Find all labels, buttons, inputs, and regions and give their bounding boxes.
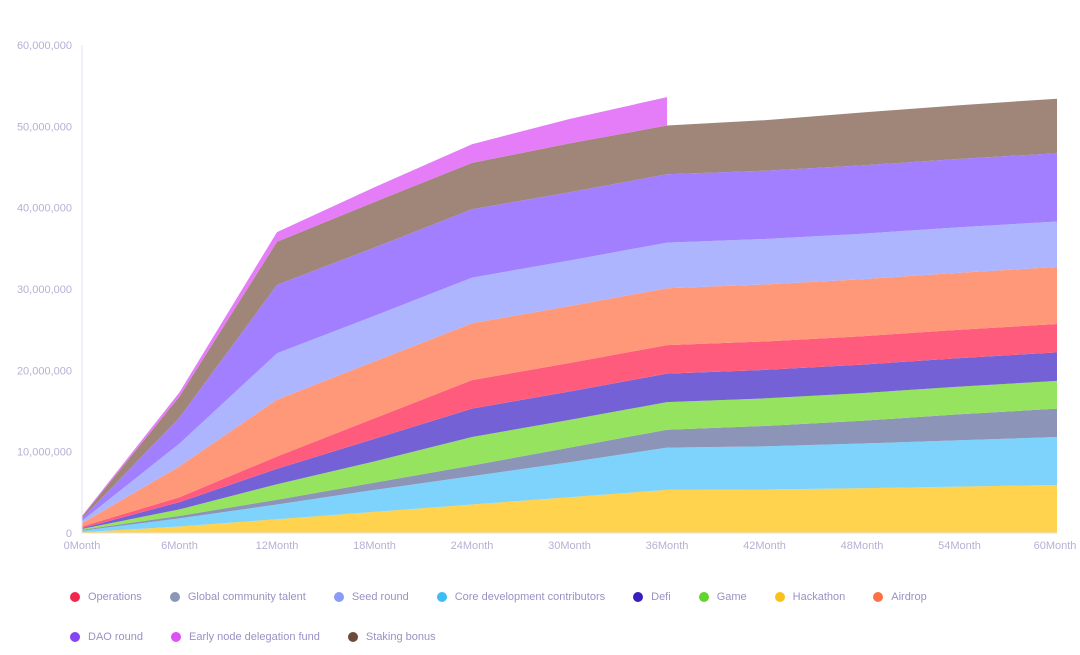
legend-label: Early node delegation fund: [189, 631, 320, 643]
x-tick-label: 30Month: [548, 540, 591, 552]
legend-item-seed-round[interactable]: Seed round: [333, 588, 409, 606]
legend-label: DAO round: [88, 631, 144, 643]
area-hackathon: [82, 485, 1057, 533]
area-series-group: [82, 97, 1057, 533]
chart-legend: Operations Global community talent Seed ro…: [70, 588, 1030, 646]
legend-swatch-icon: [774, 592, 785, 602]
area-operations: [82, 324, 1057, 529]
area-dao-round: [82, 153, 1057, 521]
legend-label: Hackathon: [792, 591, 846, 603]
legend-item-game[interactable]: Game: [698, 588, 747, 606]
x-tick-label: 42Month: [743, 540, 786, 552]
area-core-development-contributors: [82, 437, 1057, 533]
legend-item-core-development-contributors[interactable]: Core development contributors: [436, 588, 606, 606]
legend-item-defi[interactable]: Defi: [633, 588, 671, 606]
legend-label: Airdrop: [891, 591, 927, 603]
legend-label: Global community talent: [187, 591, 306, 603]
legend-item-staking-bonus[interactable]: Staking bonus: [347, 628, 436, 646]
legend-label: Seed round: [351, 591, 409, 603]
x-tick-label: 24Month: [451, 540, 494, 552]
legend-item-early-node-delegation-fund[interactable]: Early node delegation fund: [171, 628, 320, 646]
x-tick-label: 36Month: [646, 540, 689, 552]
y-tick-label: 40,000,000: [17, 203, 72, 215]
x-tick-label: 60Month: [1034, 540, 1077, 552]
y-tick-label: 30,000,000: [17, 284, 72, 296]
x-tick-label: 48Month: [841, 540, 884, 552]
legend-label: Staking bonus: [365, 631, 436, 643]
y-tick-label: 60,000,000: [17, 40, 72, 52]
legend-swatch-icon: [169, 592, 180, 602]
legend-swatch-icon: [873, 592, 884, 602]
legend-item-dao-round[interactable]: DAO round: [70, 628, 143, 646]
legend-item-global-community-talent[interactable]: Global community talent: [169, 588, 306, 606]
legend-label: Core development contributors: [454, 591, 606, 603]
area-staking-bonus: [82, 98, 1057, 519]
legend-swatch-icon: [436, 592, 447, 602]
x-tick-label: 54Month: [938, 540, 981, 552]
legend-swatch-icon: [333, 592, 344, 602]
x-tick-labels: 0Month 6Month 12Month 18Month 24Month 30Month…: [64, 540, 1077, 552]
area-defi: [82, 352, 1057, 529]
legend-label: Operations: [88, 591, 142, 603]
legend-swatch-icon: [70, 592, 80, 602]
y-tick-label: 10,000,000: [17, 447, 72, 459]
legend-item-hackathon[interactable]: Hackathon: [774, 588, 846, 606]
x-tick-label: 0Month: [64, 540, 101, 552]
x-tick-label: 12Month: [256, 540, 299, 552]
y-tick-label: 0: [66, 528, 72, 540]
legend-swatch-icon: [698, 592, 709, 602]
legend-item-operations[interactable]: Operations: [70, 588, 142, 606]
area-global-community-talent: [82, 408, 1057, 531]
y-tick-label: 20,000,000: [17, 365, 72, 377]
y-tick-labels: 0 10,000,000 20,000,000 30,000,000 40,000,00…: [17, 40, 72, 540]
area-airdrop: [82, 267, 1057, 527]
legend-label: Game: [716, 591, 747, 603]
stacked-area-chart: 0 10,000,000 20,000,000 30,000,000 40,000,00…: [17, 40, 1077, 552]
legend-swatch-icon: [171, 632, 182, 642]
y-tick-label: 50,000,000: [17, 121, 72, 133]
legend-swatch-icon: [347, 632, 358, 642]
x-tick-label: 6Month: [161, 540, 198, 552]
x-tick-label: 18Month: [353, 540, 396, 552]
legend-item-airdrop[interactable]: Airdrop: [873, 588, 927, 606]
area-game: [82, 380, 1057, 530]
area-seed-round: [82, 221, 1057, 524]
axes-group: [81, 45, 1057, 534]
legend-swatch-icon: [633, 592, 644, 602]
legend-swatch-icon: [70, 632, 80, 642]
legend-label: Defi: [651, 591, 671, 603]
